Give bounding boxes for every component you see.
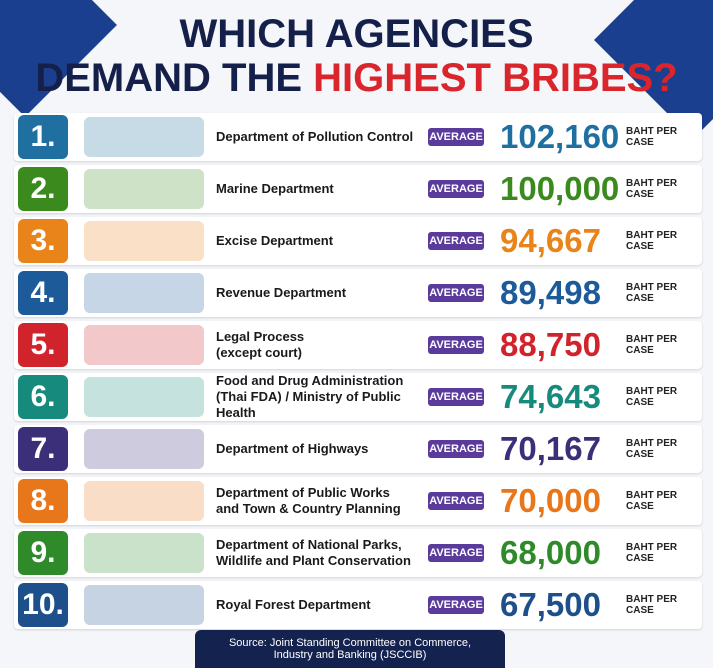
name-line: Wildlife and Plant Conservation [216,553,411,568]
agency-name: Department of Pollution Control [216,113,426,161]
rank-badge: 1. [18,115,68,159]
rank-badge: 6. [18,375,68,419]
unit: BAHT PER CASE [626,178,678,200]
agency-name: Department of National Parks, Wildlife an… [216,529,426,577]
unit: BAHT PER CASE [626,438,678,460]
average-badge: AVERAGE [428,440,484,458]
amount: 70,167 [500,430,601,467]
unit: BAHT PER CASE [626,490,678,512]
average-badge: AVERAGE [428,232,484,250]
agency-name: Department of Public Works and Town & Cou… [216,477,426,525]
name-line: Revenue Department [216,285,347,300]
amount: 74,643 [500,378,601,415]
row: 3. Excise Department AVERAGE 94,667 BAHT PER… [14,217,702,265]
name-line: Excise Department [216,233,334,248]
agency-name: Revenue Department [216,269,426,317]
title-line: DEMAND THE HIGHEST BRIBES? [0,56,713,101]
name-line: Department of National Parks, [216,537,402,552]
source-line: Industry and Banking (JSCCIB) [273,649,427,661]
rank-badge: 2. [18,167,68,211]
average-badge: AVERAGE [428,128,484,146]
name-line: Royal Forest Department [216,597,371,612]
agency-name: Excise Department [216,217,426,265]
amount: 89,498 [500,274,601,311]
agency-name: Department of Highways [216,425,426,473]
icon [84,377,204,417]
name-line: (Thai FDA) / Ministry of Public Health [216,389,401,420]
rank-badge: 9. [18,531,68,575]
rank-badge: 8. [18,479,68,523]
average-badge: AVERAGE [428,284,484,302]
amount: 70,000 [500,482,601,519]
icon [84,481,204,521]
icon [84,585,204,625]
average-badge: AVERAGE [428,180,484,198]
name-line: Department of Pollution Control [216,129,414,144]
unit: BAHT PER CASE [626,386,678,408]
agency-name: Food and Drug Administration (Thai FDA) /… [216,373,426,421]
name-line: Legal Process [216,329,305,344]
row: 5. Legal Process (except court) AVERAGE 88,7… [14,321,702,369]
rank-badge: 5. [18,323,68,367]
title-line: WHICH AGENCIES [179,12,534,56]
rank-badge: 7. [18,427,68,471]
title-part: DEMAND THE [35,56,303,100]
rank-badge: 4. [18,271,68,315]
unit: BAHT PER CASE [626,542,678,564]
icon [84,169,204,209]
unit: BAHT PER CASE [626,594,678,616]
row: 8. Department of Public Works and Town & C… [14,477,702,525]
name-line: Department of Public Works [216,485,390,500]
rank-badge: 3. [18,219,68,263]
unit: BAHT PER CASE [626,126,678,148]
row: 10. Royal Forest Department AVERAGE 67,500 B… [14,581,702,629]
rank-badge: 10. [18,583,68,627]
name-line: Marine Department [216,181,334,196]
source-line: Source: Joint Standing Committee on Comm… [228,637,472,649]
row: 2. Marine Department AVERAGE 100,000 BAHT PE… [14,165,702,213]
name-line: (except court) [216,345,302,360]
agency-name: Marine Department [216,165,426,213]
unit: BAHT PER CASE [626,334,678,356]
name-line: and Town & Country Planning [216,501,401,516]
icon [84,533,204,573]
amount: 67,500 [500,586,601,623]
amount: 94,667 [500,222,601,259]
row: 4. Revenue Department AVERAGE 89,498 BAHT PE… [14,269,702,317]
row: 9. Department of National Parks, Wildlife … [14,529,702,577]
row: 1. Department of Pollution Control AVERAGE… [14,113,702,161]
agency-name: Legal Process (except court) [216,321,426,369]
average-badge: AVERAGE [428,492,484,510]
name-line: Food and Drug Administration [216,373,404,388]
icon [84,273,204,313]
icon [84,221,204,261]
average-badge: AVERAGE [428,388,484,406]
row: 6. Food and Drug Administration (Thai FDA)… [14,373,702,421]
unit: BAHT PER CASE [626,230,678,252]
amount: 88,750 [500,326,601,363]
source-bar: Source: Joint Standing Committee on Comm… [195,630,505,668]
average-badge: AVERAGE [428,336,484,354]
agency-name: Royal Forest Department [216,581,426,629]
icon [84,117,204,157]
row: 7. Department of Highways AVERAGE 70,167 BAH… [14,425,702,473]
amount: 100,000 [500,170,620,207]
name-line: Department of Highways [216,441,369,456]
title-highlight: HIGHEST BRIBES? [313,56,678,100]
amount: 68,000 [500,534,601,571]
unit: BAHT PER CASE [626,282,678,304]
icon [84,429,204,469]
icon [84,325,204,365]
average-badge: AVERAGE [428,544,484,562]
average-badge: AVERAGE [428,596,484,614]
amount: 102,160 [500,118,620,155]
